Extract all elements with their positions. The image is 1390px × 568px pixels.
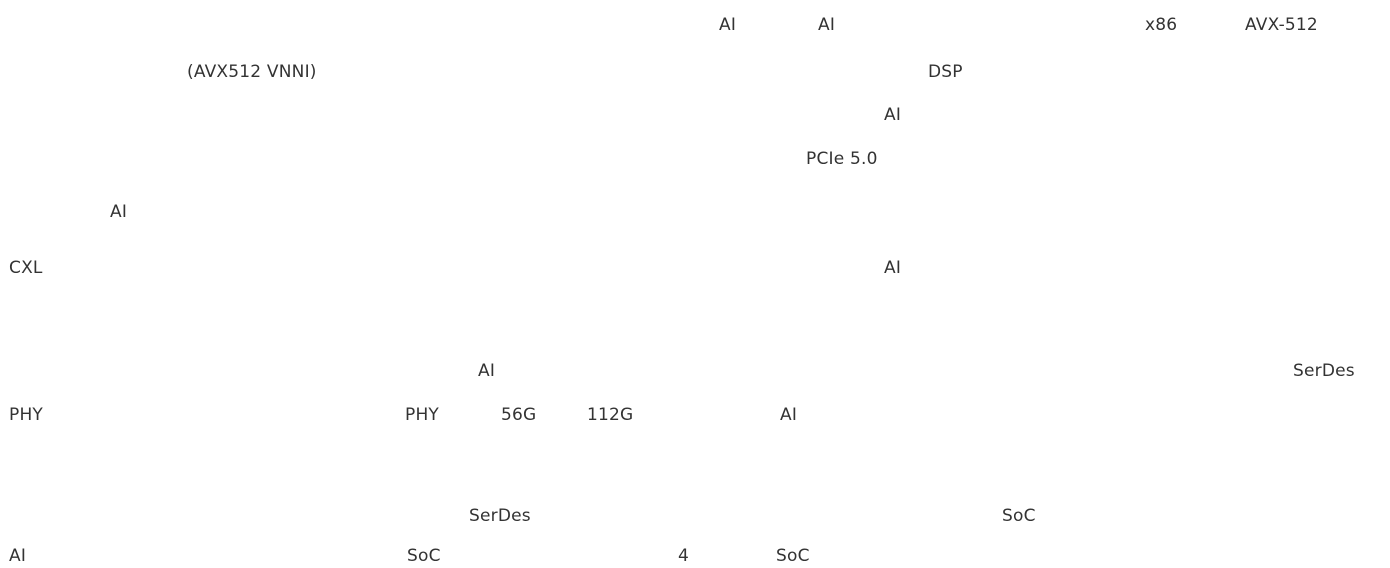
text-fragment: SoC xyxy=(1002,506,1036,526)
text-fragment: DSP xyxy=(928,62,963,82)
text-fragment: AI xyxy=(478,361,496,381)
text-fragment: SoC xyxy=(407,546,441,566)
text-fragment: AI xyxy=(110,202,128,222)
text-fragment: PHY xyxy=(9,405,44,425)
text-fragment: AVX-512 xyxy=(1245,15,1318,35)
text-fragment: AI xyxy=(9,546,27,566)
text-fragment: CXL xyxy=(9,258,43,278)
text-fragment: PHY xyxy=(405,405,440,425)
text-fragment: AI xyxy=(780,405,798,425)
text-fragment: AI xyxy=(884,105,902,125)
text-fragment: x86 xyxy=(1145,15,1178,35)
text-fragment: SoC xyxy=(776,546,810,566)
text-fragment: AI xyxy=(818,15,836,35)
text-fragment: (AVX512 VNNI) xyxy=(187,62,317,82)
text-fragment: AI xyxy=(719,15,737,35)
text-fragment: SerDes xyxy=(1293,361,1355,381)
text-fragment: AI xyxy=(884,258,902,278)
text-fragment: 4 xyxy=(678,546,690,566)
text-fragment: PCIe 5.0 xyxy=(806,149,878,169)
text-fragment: 56G xyxy=(501,405,537,425)
text-fragment: SerDes xyxy=(469,506,531,526)
text-fragment: 112G xyxy=(587,405,634,425)
